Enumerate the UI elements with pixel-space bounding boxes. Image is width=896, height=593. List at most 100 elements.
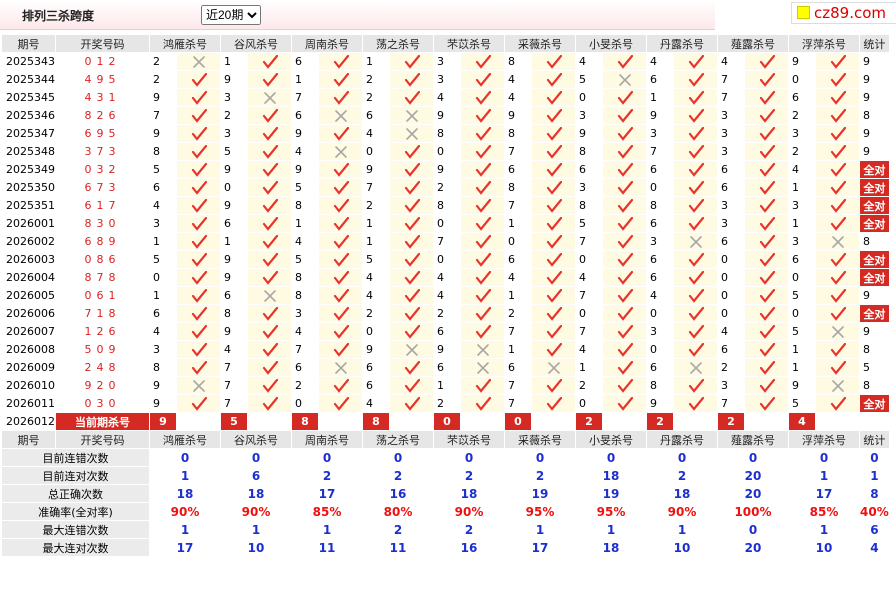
cross-icon <box>547 361 560 374</box>
kill-number: 5 <box>292 251 318 268</box>
hit-cell <box>177 143 220 160</box>
hit-cell <box>532 215 575 232</box>
blank-cell <box>603 413 646 430</box>
check-icon <box>333 126 349 141</box>
title: 排列三杀跨度 <box>22 9 95 23</box>
hit-cell <box>177 323 220 340</box>
stat: 全对 <box>860 161 889 178</box>
hit-cell <box>603 359 646 376</box>
check-icon <box>688 72 704 87</box>
hit-cell <box>816 125 859 142</box>
check-icon <box>333 216 349 231</box>
kill-number: 1 <box>789 215 815 232</box>
hit-cell <box>461 215 504 232</box>
column-header: 开奖号码 <box>56 35 149 52</box>
kill-number: 6 <box>292 107 318 124</box>
check-icon <box>262 54 278 69</box>
kill-number: 2 <box>718 359 744 376</box>
data-row: 2025348 373 8 5 4 0 0 7 8 7 3 2 9 <box>2 143 889 160</box>
summary-value: 80% <box>383 504 413 519</box>
kill-number: 0 <box>292 395 318 412</box>
summary-value: 95% <box>596 504 626 519</box>
check-icon <box>617 342 633 357</box>
title-bar <box>0 0 715 30</box>
hit-cell <box>532 179 575 196</box>
summary-value: 10 <box>673 540 691 555</box>
kill-number: 4 <box>363 395 389 412</box>
kill-number: 7 <box>505 395 531 412</box>
hit-cell <box>248 179 291 196</box>
hit-cell <box>816 71 859 88</box>
summary-value: 18 <box>247 486 265 501</box>
summary-value: 2 <box>677 468 687 483</box>
hit-cell <box>177 233 220 250</box>
summary-row: 准确率(全对率) 90% 90% 85% 80% 90% 95% 95% 90% 100% 85% 4… <box>2 503 889 520</box>
kill-number: 2 <box>789 143 815 160</box>
check-icon <box>546 396 562 411</box>
column-header: 薤露杀号 <box>718 431 788 448</box>
check-icon <box>688 216 704 231</box>
hit-cell <box>319 287 362 304</box>
hit-cell <box>603 161 646 178</box>
hit-cell <box>461 179 504 196</box>
issue: 2026001 <box>2 215 55 232</box>
hit-cell <box>532 107 575 124</box>
check-icon <box>404 252 420 267</box>
hit-cell <box>745 71 788 88</box>
hit-cell <box>603 377 646 394</box>
check-icon <box>688 108 704 123</box>
data-row: 2026006 718 6 8 3 2 2 2 0 0 0 0 全对 <box>2 305 889 322</box>
hit-cell <box>177 161 220 178</box>
hit-cell <box>319 305 362 322</box>
hit-cell <box>532 305 575 322</box>
hit-cell <box>745 53 788 70</box>
check-icon <box>404 180 420 195</box>
kill-number: 5 <box>576 215 602 232</box>
summary-value: 17 <box>176 540 194 555</box>
check-icon <box>262 234 278 249</box>
check-icon <box>830 288 846 303</box>
kill-number: 6 <box>150 305 176 322</box>
period-select[interactable]: 近20期 <box>201 5 261 25</box>
summary-value: 1 <box>251 522 261 537</box>
kill-number: 0 <box>647 305 673 322</box>
hit-cell <box>390 161 433 178</box>
hit-cell <box>248 107 291 124</box>
hit-cell <box>248 53 291 70</box>
draw-number: 012 <box>84 55 121 68</box>
check-icon <box>333 306 349 321</box>
draw-number: 718 <box>84 307 121 320</box>
kill-number: 8 <box>150 359 176 376</box>
check-icon <box>475 162 491 177</box>
kill-number: 4 <box>150 197 176 214</box>
check-icon <box>546 90 562 105</box>
kill-number: 0 <box>718 251 744 268</box>
hit-cell <box>603 233 646 250</box>
hit-cell <box>461 161 504 178</box>
issue: 2025348 <box>2 143 55 160</box>
kill-number: 7 <box>505 197 531 214</box>
check-icon <box>617 378 633 393</box>
kill-number: 6 <box>576 161 602 178</box>
check-icon <box>262 342 278 357</box>
hit-cell <box>532 89 575 106</box>
kill-number: 9 <box>434 107 460 124</box>
draw-number: 689 <box>84 235 121 248</box>
issue: 2025344 <box>2 71 55 88</box>
check-icon <box>333 72 349 87</box>
hit-cell <box>816 359 859 376</box>
hit-cell <box>745 341 788 358</box>
kill-number: 7 <box>221 395 247 412</box>
kill-number: 2 <box>150 53 176 70</box>
check-icon <box>262 126 278 141</box>
draw-number: 509 <box>84 343 121 356</box>
hit-cell <box>461 287 504 304</box>
hit-cell <box>248 269 291 286</box>
blank-cell <box>860 413 889 430</box>
kill-number: 4 <box>576 269 602 286</box>
hit-cell <box>674 107 717 124</box>
hit-cell <box>745 233 788 250</box>
check-icon <box>759 72 775 87</box>
kill-number: 1 <box>576 359 602 376</box>
summary-value: 20 <box>744 486 762 501</box>
